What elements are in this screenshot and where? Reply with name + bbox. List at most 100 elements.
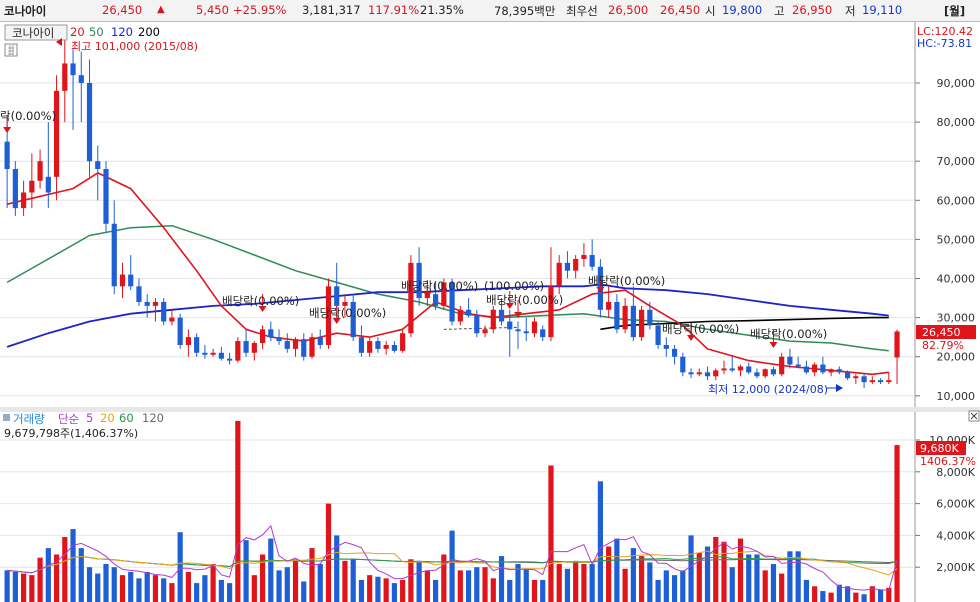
candle-body [53, 90, 60, 177]
volume-bar [292, 559, 299, 602]
volume-bar [95, 573, 101, 602]
dividend-arrow-head [769, 342, 778, 348]
volume-ma-lines [7, 524, 898, 591]
stock-chart: 90,000 80,000 70,000 60,000 50,000 40,000 30,0… [0, 22, 980, 602]
candle-body [457, 309, 463, 322]
candle-body [787, 356, 793, 365]
volume-ratio: 117.91% [368, 3, 420, 17]
dividend-label: 배당락(0.00%) [309, 306, 387, 320]
volume-bar [556, 564, 562, 602]
volume-bar [820, 591, 826, 602]
volume-bar [606, 546, 612, 602]
volume-bar [507, 579, 513, 602]
candle-body [877, 380, 884, 383]
candle-body [671, 348, 678, 357]
candle-body [490, 309, 496, 330]
volume-bar [202, 575, 208, 602]
candle-body [276, 337, 282, 342]
low-price: 19,110 [862, 3, 903, 17]
candle-body [894, 331, 900, 358]
period-selector[interactable]: [월] [944, 4, 966, 18]
lc-value: LC:120.42 [917, 25, 974, 38]
volume-bar [243, 540, 249, 602]
panel-separator[interactable] [0, 407, 980, 412]
volume-bar [21, 573, 27, 602]
volume-bar [358, 579, 365, 602]
dividend-label: (100.00%) [484, 279, 545, 293]
candle-body [95, 161, 101, 170]
volume-bar [103, 564, 109, 602]
current-pct-tag: 82.79% [922, 339, 964, 352]
candle-body [218, 352, 224, 359]
volume-bar [45, 548, 51, 602]
stock-name[interactable]: 코나아이 [4, 4, 47, 18]
candle-body [861, 376, 867, 383]
volume-tick-label: 8,000K [936, 466, 975, 479]
turnover-ratio: 21.35% [420, 3, 464, 17]
volume-bar [581, 564, 587, 602]
candle-body [292, 339, 299, 349]
candle-body [227, 358, 233, 361]
volume-bar [680, 570, 686, 602]
volume-bar [639, 556, 645, 602]
volume-bar [334, 535, 340, 602]
volume-bar [622, 568, 628, 602]
candle-body [754, 372, 760, 377]
volume-bar [540, 579, 546, 602]
candle-body [169, 317, 175, 322]
price-tick-label: 60,000 [937, 194, 976, 207]
candle-body [433, 294, 439, 306]
volume-bar [457, 570, 463, 602]
price-tag-box [916, 325, 976, 339]
volume-bar [177, 532, 183, 602]
volume-bar [161, 578, 167, 602]
volume-bar [564, 568, 571, 602]
volume-bar [70, 529, 76, 602]
candle-body [136, 286, 142, 302]
candle-body [243, 341, 249, 353]
price-axis-area [915, 22, 980, 407]
candle-body [325, 286, 332, 345]
price-panel-tab-label[interactable]: 코나아이 [12, 26, 55, 40]
price-tick-label: 30,000 [937, 312, 976, 325]
ma200-legend: 200 [138, 25, 160, 39]
stock-info-bar: 코나아이 26,450 ▲ 5,450 +25.95% 3,181,317 11… [0, 0, 980, 22]
volume-bar [597, 481, 603, 602]
candle-body [498, 309, 505, 322]
volume-bar [886, 587, 892, 602]
candle-body [29, 180, 35, 193]
volume-bar [284, 567, 290, 602]
current-price-tag: 26,450 [922, 326, 961, 339]
current-price: 26,450 [102, 3, 143, 17]
volume-bar [713, 536, 719, 602]
volume-bars [4, 420, 900, 602]
dividend-label: 배당락(0.00%) [588, 274, 666, 288]
candle-body [111, 223, 117, 287]
ma20-legend: 20 [70, 25, 85, 39]
low-arrow-icon [836, 384, 843, 392]
volume-bar [383, 578, 389, 602]
volume-bar [762, 570, 768, 602]
candle-body [515, 329, 521, 332]
best-ask: 26,500 [608, 3, 649, 17]
candle-body [663, 344, 669, 349]
volume-panel-icon [3, 414, 10, 421]
candle-body [820, 364, 826, 373]
volume-bar [408, 559, 414, 602]
candle-body [721, 368, 727, 371]
price-panel-tab[interactable] [4, 24, 68, 41]
gap-dashed-line [443, 326, 519, 330]
price-change: 5,450 [196, 3, 229, 17]
volume-bar [136, 578, 142, 602]
candle-body [391, 344, 397, 351]
dividend-label: 배당락(0.00%) [662, 322, 740, 336]
volume-bar [523, 568, 529, 602]
candles [3, 39, 900, 388]
candle-body [465, 309, 472, 316]
grid-toggle-icon[interactable] [4, 43, 18, 57]
volume-bar [433, 579, 439, 602]
candle-body [704, 372, 711, 377]
candle-body [367, 341, 373, 353]
vol-ma5-legend: 5 [86, 411, 94, 425]
volume-bar [449, 530, 455, 602]
